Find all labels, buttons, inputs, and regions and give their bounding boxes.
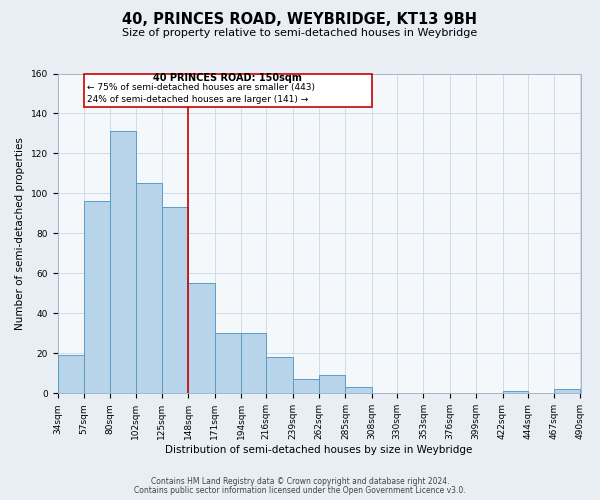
Text: 40, PRINCES ROAD, WEYBRIDGE, KT13 9BH: 40, PRINCES ROAD, WEYBRIDGE, KT13 9BH: [122, 12, 478, 28]
Bar: [266, 358, 293, 394]
Bar: [188, 284, 215, 394]
X-axis label: Distribution of semi-detached houses by size in Weybridge: Distribution of semi-detached houses by …: [166, 445, 473, 455]
Bar: [136, 184, 162, 394]
Bar: [319, 376, 346, 394]
Bar: [293, 380, 319, 394]
Bar: [554, 390, 580, 394]
Text: ← 75% of semi-detached houses are smaller (443): ← 75% of semi-detached houses are smalle…: [88, 84, 316, 92]
Bar: [503, 392, 528, 394]
Y-axis label: Number of semi-detached properties: Number of semi-detached properties: [15, 137, 25, 330]
FancyBboxPatch shape: [84, 74, 372, 108]
Bar: [241, 334, 266, 394]
Bar: [110, 132, 136, 394]
Text: 24% of semi-detached houses are larger (141) →: 24% of semi-detached houses are larger (…: [88, 95, 308, 104]
Bar: [84, 202, 110, 394]
Bar: [346, 388, 372, 394]
Text: Contains public sector information licensed under the Open Government Licence v3: Contains public sector information licen…: [134, 486, 466, 495]
Text: 40 PRINCES ROAD: 150sqm: 40 PRINCES ROAD: 150sqm: [154, 74, 302, 84]
Bar: [162, 208, 188, 394]
Text: Size of property relative to semi-detached houses in Weybridge: Size of property relative to semi-detach…: [122, 28, 478, 38]
Text: Contains HM Land Registry data © Crown copyright and database right 2024.: Contains HM Land Registry data © Crown c…: [151, 477, 449, 486]
Bar: [58, 356, 84, 394]
Bar: [215, 334, 241, 394]
